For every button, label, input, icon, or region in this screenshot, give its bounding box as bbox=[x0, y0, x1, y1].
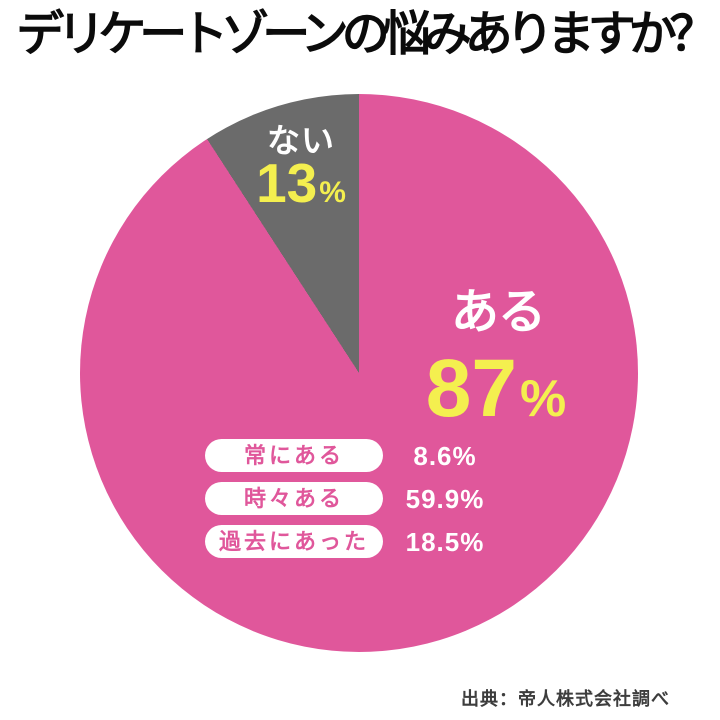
pie-chart: ない 13 % ある 87 % 常にある 8.6% 時々ある 59.9% 過去に… bbox=[80, 94, 638, 652]
percent-sign: % bbox=[319, 176, 346, 209]
breakdown-pill-sometimes: 時々ある bbox=[205, 482, 383, 515]
slice-value-no-number: 13 bbox=[256, 152, 318, 214]
breakdown-row: 時々ある 59.9% bbox=[205, 482, 487, 515]
slice-label-yes: ある bbox=[450, 286, 546, 339]
slice-value-no: 13 % bbox=[256, 156, 346, 211]
page-title: デリケートゾーンの悩みありますか？ bbox=[16, 8, 718, 61]
breakdown-pill-always: 常にある bbox=[205, 439, 383, 472]
breakdown-row: 過去にあった 18.5% bbox=[205, 525, 487, 558]
slice-value-yes-number: 87 bbox=[425, 343, 517, 434]
breakdown-list: 常にある 8.6% 時々ある 59.9% 過去にあった 18.5% bbox=[205, 439, 487, 558]
percent-sign: % bbox=[519, 370, 567, 428]
pie-circle bbox=[80, 94, 638, 652]
breakdown-value-always: 8.6% bbox=[413, 440, 477, 471]
breakdown-value-sometimes: 59.9% bbox=[405, 483, 485, 514]
slice-value-yes: 87 % bbox=[426, 348, 566, 430]
breakdown-row: 常にある 8.6% bbox=[205, 439, 487, 472]
slice-label-no: ない bbox=[267, 122, 335, 159]
breakdown-pill-past: 過去にあった bbox=[205, 525, 383, 558]
source-note: 出典：帝人株式会社調べ bbox=[461, 689, 670, 709]
breakdown-value-past: 18.5% bbox=[405, 526, 485, 557]
